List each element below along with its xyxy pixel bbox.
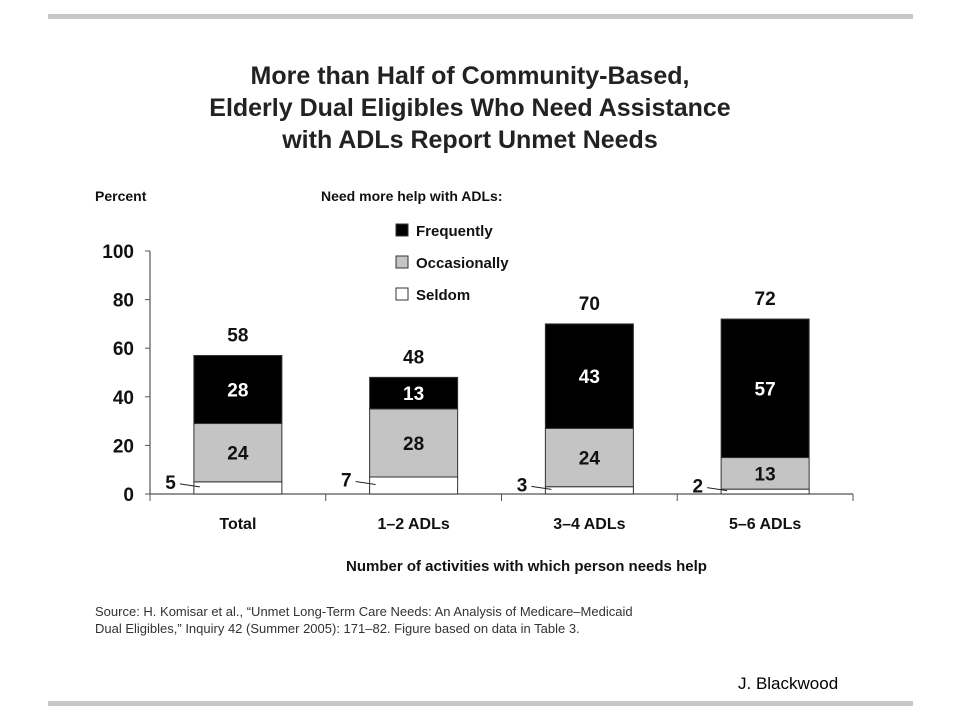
x-tick-label: 5–6 ADLs [729, 516, 801, 533]
legend-label: Frequently [416, 223, 493, 240]
seldom-leader-line [531, 485, 552, 490]
bar-segment [193, 423, 283, 483]
title-line: More than Half of Community-Based, [250, 62, 690, 90]
seldom-leader-line [179, 483, 200, 488]
data-label-occasionally: 24 [579, 449, 601, 470]
title-line: Elderly Dual Eligibles Who Need Assistan… [209, 94, 731, 122]
data-label-seldom: 2 [693, 477, 704, 498]
data-label-frequently: 28 [227, 381, 248, 402]
y-tick-label: 100 [102, 242, 134, 263]
total-label: 58 [227, 325, 248, 346]
x-tick-label: 1–2 ADLs [377, 516, 449, 533]
total-label: 72 [755, 289, 776, 310]
legend-label: Occasionally [416, 255, 509, 272]
data-label-frequently: 57 [755, 379, 776, 400]
data-label-seldom: 5 [165, 473, 176, 494]
data-label-seldom: 3 [517, 475, 528, 496]
source-note: Source: H. Komisar et al., “Unmet Long-T… [95, 603, 633, 637]
source-line: Source: H. Komisar et al., “Unmet Long-T… [95, 604, 633, 619]
legend-title: Need more help with ADLs: [321, 188, 503, 204]
seldom-leader-line [707, 487, 728, 492]
title-line: with ADLs Report Unmet Needs [282, 126, 658, 154]
data-label-frequently: 43 [579, 367, 600, 388]
attribution: J. Blackwood [738, 674, 839, 693]
plot-area: 0 20 40 60 80 100 24 28 58 5 Total 28 13 48 7 1–2 ADLs 2… [102, 242, 854, 533]
data-label-seldom: 7 [341, 470, 352, 491]
y-tick-label: 80 [113, 291, 134, 312]
data-label-frequently: 13 [403, 384, 424, 405]
bar-segment [369, 476, 459, 495]
bar-segment [369, 376, 459, 410]
legend: Frequently Occasionally Seldom [395, 223, 509, 304]
legend-swatch [395, 287, 409, 301]
bar-segment [544, 427, 634, 488]
bar-segment [193, 481, 283, 495]
y-tick-label: 0 [123, 485, 134, 506]
top-rule [48, 14, 913, 19]
x-axis-label: Number of activities with which person n… [346, 558, 707, 575]
legend-swatch [395, 223, 409, 237]
bar-segment [193, 354, 283, 425]
y-tick-label: 20 [113, 436, 134, 457]
bottom-rule [48, 701, 913, 706]
bar-segment [720, 318, 810, 459]
bar-segment [720, 457, 810, 490]
y-axis-label: Percent [95, 188, 147, 204]
data-label-occasionally: 13 [755, 464, 776, 485]
x-tick-label: 3–4 ADLs [553, 516, 625, 533]
data-label-occasionally: 24 [227, 444, 249, 465]
legend-label: Seldom [416, 287, 470, 304]
slide-title: More than Half of Community-Based, Elder… [100, 60, 840, 156]
data-label-occasionally: 28 [403, 434, 424, 455]
y-tick-label: 60 [113, 339, 134, 360]
y-tick-label: 40 [113, 388, 134, 409]
seldom-leader-line [355, 481, 376, 485]
bar-segment [369, 408, 459, 478]
bar-segment [544, 486, 634, 495]
total-label: 48 [403, 347, 424, 368]
bar-segment [544, 323, 634, 429]
bar-segment [720, 488, 810, 495]
total-label: 70 [579, 294, 600, 315]
source-line: Dual Eligibles,” Inquiry 42 (Summer 2005… [95, 621, 580, 636]
legend-swatch [395, 255, 409, 269]
x-tick-label: Total [219, 516, 256, 533]
